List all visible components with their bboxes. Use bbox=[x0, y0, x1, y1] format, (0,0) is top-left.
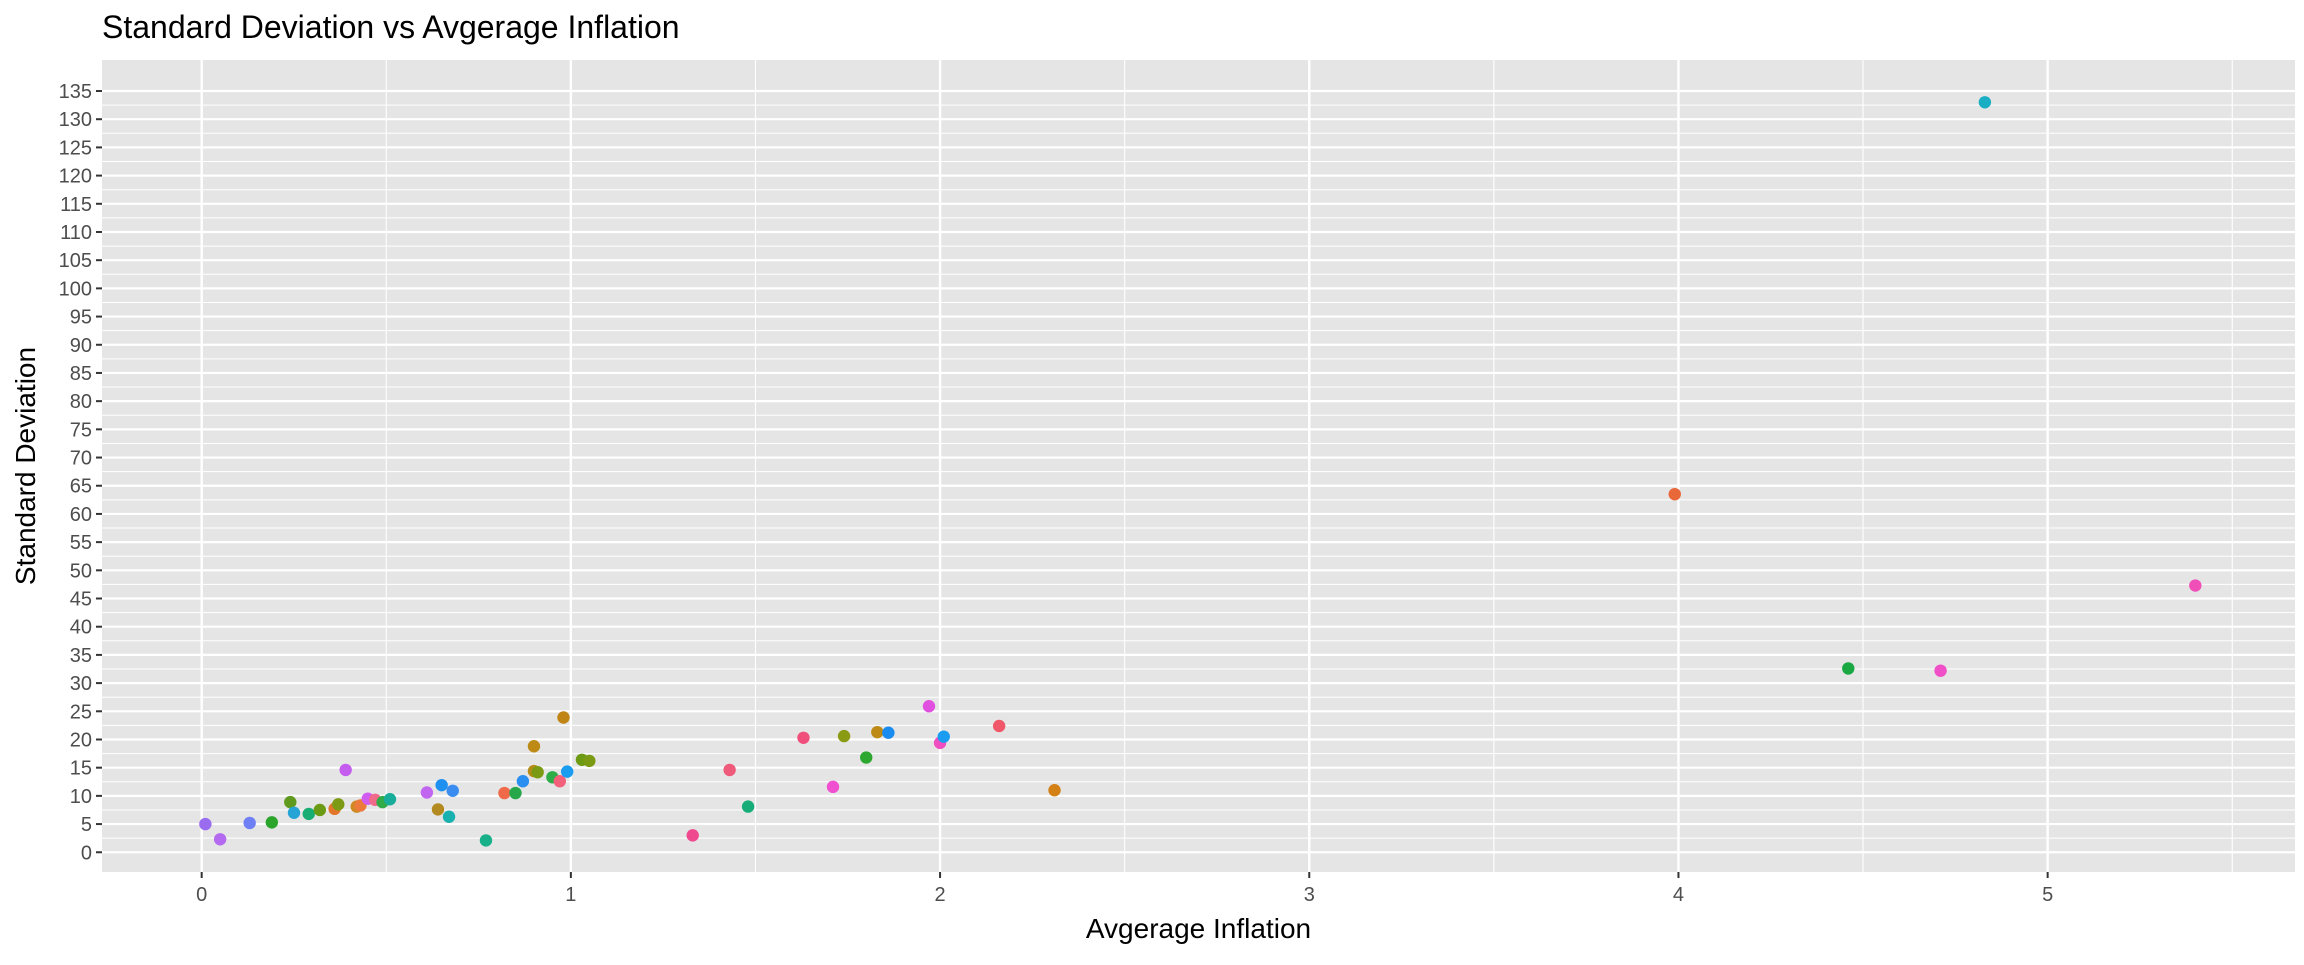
y-tick-label: 15 bbox=[70, 758, 92, 780]
data-point bbox=[871, 725, 884, 739]
data-point bbox=[553, 775, 566, 788]
data-point bbox=[199, 817, 212, 831]
data-point bbox=[723, 763, 736, 777]
y-tick-label: 120 bbox=[59, 166, 92, 188]
y-tick-label: 35 bbox=[70, 645, 92, 667]
data-point bbox=[1978, 96, 1992, 109]
data-point bbox=[287, 806, 301, 819]
y-tick-label: 25 bbox=[70, 701, 92, 723]
y-tick-label: 20 bbox=[70, 729, 92, 751]
data-point bbox=[741, 800, 755, 813]
y-tick-label: 10 bbox=[70, 786, 92, 808]
data-point bbox=[1048, 784, 1061, 797]
data-point bbox=[213, 833, 227, 846]
data-point bbox=[992, 719, 1006, 733]
data-point bbox=[826, 780, 840, 794]
data-point bbox=[383, 793, 397, 806]
y-tick-label: 105 bbox=[59, 250, 92, 272]
grid-lines bbox=[102, 60, 2295, 872]
data-point bbox=[479, 834, 493, 847]
data-point bbox=[446, 784, 459, 797]
y-tick-label: 115 bbox=[60, 194, 92, 216]
data-point bbox=[509, 786, 522, 800]
data-point bbox=[442, 810, 456, 823]
chart-title: Standard Deviation vs Avgerage Inflation bbox=[102, 9, 680, 45]
data-point bbox=[922, 700, 936, 713]
x-tick-label: 4 bbox=[1673, 884, 1684, 906]
y-axis-title: Standard Deviation bbox=[10, 347, 41, 585]
y-tick-label: 80 bbox=[70, 391, 92, 413]
data-point bbox=[882, 726, 895, 739]
y-tick-label: 75 bbox=[70, 419, 92, 441]
data-point bbox=[435, 778, 448, 792]
data-point bbox=[339, 763, 352, 777]
data-point bbox=[557, 711, 570, 724]
y-tick-label: 30 bbox=[70, 673, 92, 695]
data-point bbox=[284, 795, 297, 809]
y-tick-label: 135 bbox=[59, 81, 92, 103]
y-tick-label: 0 bbox=[81, 842, 92, 864]
x-tick-label: 1 bbox=[565, 884, 576, 906]
data-point bbox=[860, 751, 873, 764]
y-tick-label: 5 bbox=[81, 814, 92, 836]
plot-panel bbox=[102, 60, 2295, 872]
y-tick-label: 50 bbox=[70, 560, 92, 582]
data-point bbox=[560, 765, 574, 778]
data-points bbox=[199, 96, 2202, 847]
data-point bbox=[837, 729, 851, 743]
y-tick-label: 90 bbox=[70, 335, 92, 357]
data-point bbox=[243, 816, 256, 830]
data-point bbox=[583, 754, 596, 768]
y-tick-label: 55 bbox=[70, 532, 92, 554]
data-point bbox=[1668, 487, 1681, 501]
data-point bbox=[531, 765, 544, 779]
data-point bbox=[313, 803, 327, 817]
x-tick-label: 5 bbox=[2042, 884, 2053, 906]
y-tick-label: 100 bbox=[59, 278, 92, 300]
data-point bbox=[431, 803, 445, 816]
data-point bbox=[265, 816, 279, 829]
y-tick-label: 85 bbox=[70, 363, 92, 385]
x-tick-label: 3 bbox=[1304, 884, 1315, 906]
y-tick-label: 65 bbox=[70, 476, 92, 498]
axes: 0 1 2 3 4 50510152025303540455055606570758085… bbox=[59, 81, 2054, 906]
y-tick-label: 110 bbox=[60, 222, 92, 244]
x-axis-title: Avgerage Inflation bbox=[1086, 913, 1311, 944]
data-point bbox=[2189, 579, 2202, 592]
y-tick-label: 95 bbox=[70, 307, 92, 329]
data-point bbox=[527, 740, 541, 753]
data-point bbox=[1934, 664, 1947, 677]
y-tick-label: 40 bbox=[70, 617, 92, 639]
data-point bbox=[937, 730, 950, 743]
y-tick-label: 45 bbox=[70, 589, 92, 611]
y-tick-label: 125 bbox=[59, 137, 92, 159]
data-point bbox=[302, 807, 315, 821]
data-point bbox=[1842, 662, 1855, 675]
y-tick-label: 130 bbox=[59, 109, 92, 131]
y-tick-label: 60 bbox=[70, 504, 92, 526]
data-point bbox=[498, 786, 511, 800]
x-tick-label: 2 bbox=[935, 884, 946, 906]
x-tick-label: 0 bbox=[196, 884, 207, 906]
data-point bbox=[332, 798, 345, 811]
data-point bbox=[420, 786, 434, 799]
data-point bbox=[797, 731, 810, 744]
data-point bbox=[686, 829, 699, 842]
y-tick-label: 70 bbox=[70, 448, 92, 470]
data-point bbox=[516, 775, 530, 788]
